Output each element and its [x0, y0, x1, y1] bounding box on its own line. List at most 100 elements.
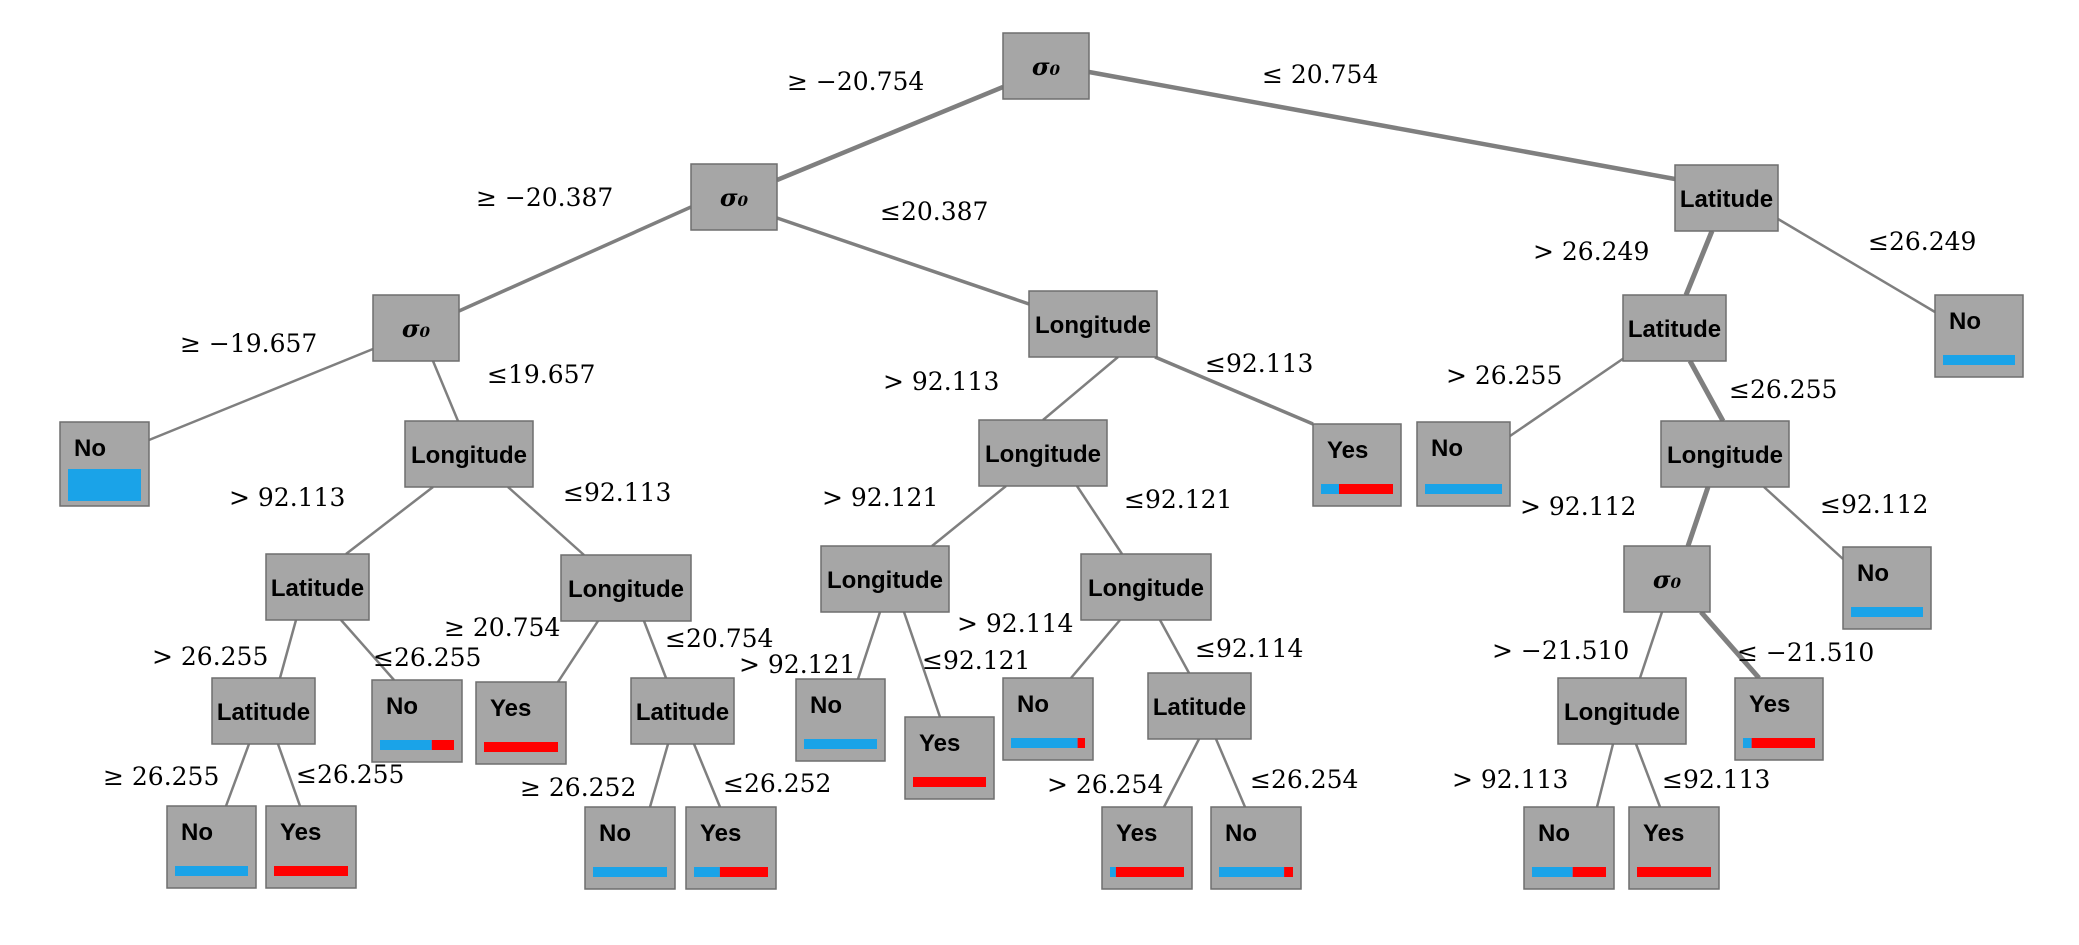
node-box	[978, 419, 1108, 487]
edge-n27-n35	[1214, 738, 1247, 808]
edge-label-n1-n2: ≥ −20.754	[787, 67, 924, 96]
leaf-node-n11: Yes	[1312, 423, 1402, 507]
edge-n13-n19	[1763, 486, 1844, 560]
no-class-bar	[804, 739, 877, 749]
edge-label-layer: ≥ −20.754 ≤ 20.754 ≥ −20.387 ≤20.387 > 26.24…	[103, 60, 1976, 802]
no-class-bar	[68, 469, 141, 501]
edge-n15-n22	[556, 620, 600, 683]
edge-label-n5-n10: > 92.113	[883, 367, 999, 396]
node-label: No	[599, 820, 631, 847]
node-label: Latitude	[1680, 186, 1773, 213]
node-label: No	[386, 693, 418, 720]
edge-label-n20-n31: ≤26.255	[296, 760, 404, 789]
node-label: Latitude	[217, 699, 310, 726]
split-node-n23: Latitude	[630, 677, 735, 745]
split-node-n5: Longitude	[1028, 290, 1158, 358]
node-box	[1028, 290, 1158, 358]
edge-n3-n6	[1683, 230, 1715, 296]
leaf-node-n26: No	[1002, 677, 1094, 761]
yes-class-bar	[1637, 867, 1711, 877]
node-label: Longitude	[827, 567, 943, 594]
edge-n5-n11	[1154, 355, 1314, 426]
edge-n18-n28	[1638, 611, 1664, 679]
no-class-bar	[1851, 607, 1923, 617]
edge-label-n10-n16: > 92.121	[822, 483, 938, 512]
edge-label-n3-n6: > 26.249	[1533, 237, 1649, 266]
edge-n1-n2	[776, 84, 1004, 183]
edge-n10-n16	[931, 485, 1007, 547]
edge-n2-n4	[458, 205, 692, 313]
yes-class-bar	[913, 777, 986, 787]
no-class-bar	[1219, 867, 1285, 877]
edge-label-n17-n26: > 92.114	[957, 609, 1073, 638]
node-label: No	[1431, 435, 1463, 462]
split-node-n1: σ₀	[1002, 32, 1090, 100]
node-label: No	[1949, 308, 1981, 335]
edge-n6-n12	[1509, 354, 1628, 438]
split-node-n9: Longitude	[404, 420, 534, 488]
no-class-bar	[1425, 484, 1502, 494]
node-box	[265, 553, 370, 621]
edge-label-n16-n24: > 92.121	[739, 650, 855, 679]
no-class-bar	[1943, 355, 2015, 365]
yes-class-bar	[1115, 867, 1184, 877]
node-label: Latitude	[636, 699, 729, 726]
node-label: Yes	[1643, 820, 1684, 847]
node-box	[1147, 672, 1252, 740]
edge-label-n18-n28: > −21.510	[1492, 636, 1629, 665]
node-label: Longitude	[1564, 699, 1680, 726]
node-layer: σ₀ σ₀ Latitude σ₀ Longitude Latitude No No Longi…	[59, 32, 2024, 890]
split-node-n16: Longitude	[820, 545, 950, 613]
edge-label-n28-n36: > 92.113	[1452, 765, 1568, 794]
edge-n20-n31	[276, 743, 302, 807]
node-label: σ₀	[720, 183, 749, 212]
edge-n16-n25	[902, 611, 942, 718]
node-label: No	[1017, 691, 1049, 718]
node-box	[690, 163, 778, 231]
node-box	[1660, 420, 1790, 488]
edge-n3-n7	[1777, 217, 1936, 314]
edge-label-n28-n37: ≤92.113	[1662, 765, 1770, 794]
edge-n27-n34	[1162, 738, 1201, 808]
edge-label-n16-n25: ≤92.121	[922, 646, 1030, 675]
node-box	[404, 420, 534, 488]
edge-label-n15-n23: ≤20.754	[665, 624, 773, 653]
node-box	[560, 554, 692, 622]
edge-label-n2-n4: ≥ −20.387	[476, 183, 613, 212]
split-node-n18: σ₀	[1623, 545, 1711, 613]
edge-n17-n26	[1070, 619, 1121, 679]
edge-n14-n20	[278, 619, 298, 679]
edge-label-n13-n19: ≤92.112	[1820, 490, 1928, 519]
leaf-node-n30: No	[166, 805, 257, 889]
edge-n5-n10	[1042, 356, 1119, 421]
edge-n13-n18	[1685, 486, 1711, 547]
yes-class-bar	[484, 742, 558, 752]
leaf-node-n34: Yes	[1101, 806, 1193, 890]
edge-label-n23-n32: ≥ 26.252	[520, 773, 636, 802]
node-label: No	[1538, 820, 1570, 847]
edge-label-n3-n7: ≤26.249	[1868, 227, 1976, 256]
edge-n4-n8	[148, 347, 374, 442]
leaf-node-n19: No	[1842, 546, 1932, 630]
leaf-node-n31: Yes	[265, 805, 357, 889]
node-label: Yes	[1749, 691, 1790, 718]
edge-n15-n23	[642, 620, 668, 679]
edge-label-n4-n8: ≥ −19.657	[180, 329, 317, 358]
node-label: σ₀	[402, 314, 431, 343]
node-label: No	[810, 692, 842, 719]
no-class-bar	[1110, 867, 1116, 877]
no-class-bar	[593, 867, 667, 877]
edge-label-n23-n33: ≤26.252	[723, 769, 831, 798]
edge-label-n1-n3: ≤ 20.754	[1262, 60, 1378, 89]
no-class-bar	[1011, 738, 1078, 748]
leaf-node-n33: Yes	[685, 806, 777, 890]
node-label: No	[181, 819, 213, 846]
edge-n6-n13	[1687, 359, 1726, 423]
edge-n23-n32	[648, 743, 670, 808]
no-class-bar	[694, 867, 720, 877]
split-node-n13: Longitude	[1660, 420, 1790, 488]
leaf-node-n8: No	[59, 421, 150, 507]
node-box	[630, 677, 735, 745]
node-label: σ₀	[1032, 52, 1061, 81]
leaf-node-n24: No	[795, 678, 886, 762]
